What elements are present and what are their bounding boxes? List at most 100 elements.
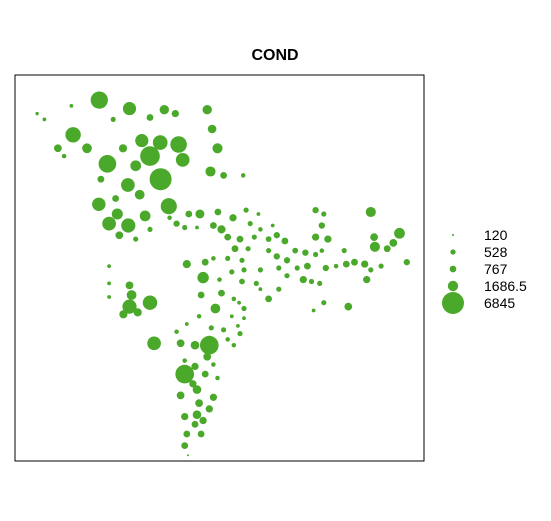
legend-label: 767 xyxy=(484,261,508,277)
data-point xyxy=(199,416,207,425)
data-point xyxy=(321,211,327,217)
data-point xyxy=(112,195,120,202)
data-point xyxy=(256,212,261,216)
legend-label: 1686.5 xyxy=(484,278,527,294)
data-point xyxy=(383,245,391,253)
data-point xyxy=(203,352,212,361)
data-point xyxy=(311,233,320,241)
data-point xyxy=(324,235,332,243)
data-point xyxy=(191,362,199,371)
data-point xyxy=(319,248,325,253)
data-point xyxy=(344,302,353,311)
legend-label: 120 xyxy=(484,227,508,243)
data-point xyxy=(321,300,327,306)
data-point xyxy=(102,216,116,231)
data-point xyxy=(197,291,205,299)
data-point xyxy=(118,144,128,153)
data-point xyxy=(201,258,209,266)
data-points xyxy=(35,91,410,457)
data-point xyxy=(225,337,230,342)
data-point xyxy=(308,278,315,285)
data-point xyxy=(140,146,160,166)
data-point xyxy=(273,253,280,260)
data-point xyxy=(167,215,172,221)
data-point xyxy=(61,153,67,159)
data-point xyxy=(221,327,227,333)
data-point xyxy=(245,246,251,252)
data-point xyxy=(134,189,145,200)
data-point xyxy=(231,342,237,348)
data-point xyxy=(184,322,189,326)
data-point xyxy=(284,273,290,279)
data-point xyxy=(191,420,199,428)
data-point xyxy=(35,111,39,116)
data-point xyxy=(176,339,185,348)
data-point xyxy=(175,153,190,167)
data-point xyxy=(65,127,81,143)
data-point xyxy=(125,281,134,290)
data-point xyxy=(171,109,179,118)
data-point xyxy=(183,430,191,438)
data-point xyxy=(215,375,220,381)
data-point xyxy=(265,295,273,303)
data-point xyxy=(225,255,231,261)
data-point xyxy=(389,239,398,247)
data-point xyxy=(133,308,142,317)
data-point xyxy=(182,260,191,269)
data-point xyxy=(173,220,180,227)
data-point xyxy=(258,287,263,292)
data-point xyxy=(202,105,212,115)
data-point xyxy=(378,263,384,269)
legend-symbol xyxy=(452,234,454,236)
data-point xyxy=(181,442,189,450)
data-point xyxy=(111,208,123,220)
data-point xyxy=(197,430,205,438)
legend-symbol xyxy=(447,280,459,292)
data-point xyxy=(258,227,263,232)
data-point xyxy=(160,198,177,215)
data-point xyxy=(241,267,247,273)
legend-label: 528 xyxy=(484,244,508,260)
data-point xyxy=(363,275,371,284)
data-point xyxy=(211,362,216,367)
data-point xyxy=(208,325,214,331)
data-point xyxy=(205,166,216,177)
data-point xyxy=(122,102,137,116)
data-point xyxy=(147,336,161,351)
data-point xyxy=(313,251,319,258)
legend-symbol xyxy=(449,265,457,273)
data-point xyxy=(209,222,217,229)
data-point xyxy=(90,91,108,109)
data-point xyxy=(107,281,111,286)
data-point xyxy=(121,178,135,192)
data-point xyxy=(139,210,151,222)
data-point xyxy=(82,143,92,154)
data-point xyxy=(146,114,154,121)
data-point xyxy=(237,331,243,337)
data-point xyxy=(42,117,47,122)
data-point xyxy=(212,143,223,154)
data-point xyxy=(242,316,246,321)
data-point xyxy=(196,314,202,319)
data-point xyxy=(197,271,209,284)
data-point xyxy=(265,236,272,242)
data-point xyxy=(133,236,139,242)
data-point xyxy=(351,258,358,266)
data-point xyxy=(107,295,111,299)
data-point xyxy=(207,124,217,134)
data-point xyxy=(270,223,275,228)
data-point xyxy=(273,232,280,239)
data-point xyxy=(195,209,205,219)
data-point xyxy=(341,248,347,254)
data-point xyxy=(130,160,142,172)
data-point xyxy=(281,237,289,245)
data-point xyxy=(342,260,350,268)
data-point xyxy=(266,248,272,254)
data-point xyxy=(243,207,249,213)
data-point xyxy=(54,144,62,153)
data-point xyxy=(229,214,237,222)
data-point xyxy=(394,227,405,239)
data-point xyxy=(135,134,149,148)
